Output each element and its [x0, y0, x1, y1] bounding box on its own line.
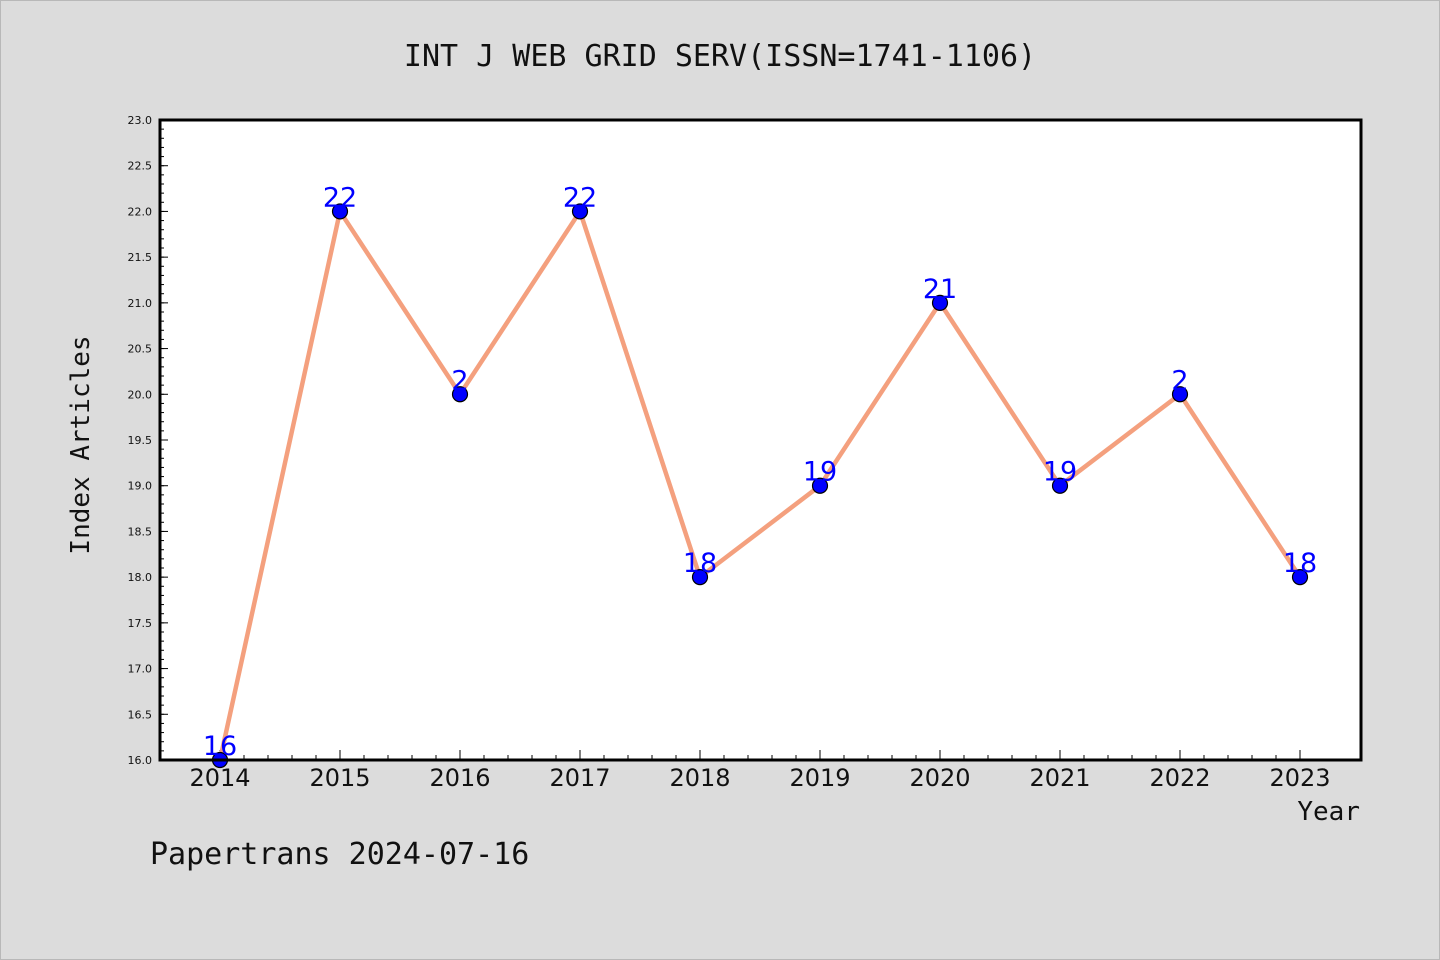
data-point: [1051, 477, 1069, 494]
data-label: 19: [803, 457, 837, 488]
data-label: 18: [1283, 548, 1317, 579]
y-axis-label: Index Articles: [66, 335, 96, 554]
y-tick-label: 21.0: [128, 297, 153, 310]
x-tick-label: 2018: [669, 764, 730, 792]
data-point: [571, 203, 589, 220]
y-tick-label: 20.5: [128, 343, 153, 356]
y-tick-label: 19.5: [128, 434, 153, 447]
y-tick-label: 16.0: [128, 754, 153, 767]
data-point: [691, 569, 709, 586]
plot-area: [160, 120, 1361, 760]
y-tick-label: 17.5: [128, 617, 153, 630]
y-tick-label: 19.0: [128, 480, 153, 493]
x-tick-label: 2020: [909, 764, 970, 792]
data-point: [811, 477, 829, 494]
x-tick-label: 2023: [1269, 764, 1330, 792]
data-label: 19: [1043, 457, 1077, 488]
y-tick-label: 18.5: [128, 525, 153, 538]
chart-title: INT J WEB GRID SERV(ISSN=1741-1106): [404, 39, 1036, 74]
y-tick-label: 22.5: [128, 160, 153, 173]
axis-ticks: 16.0 16.5 17.0 17.5 18.0 18.5 19.0 19.5 20.0 20.5…: [128, 114, 1331, 792]
data-label: 22: [563, 182, 597, 213]
data-point: [1291, 569, 1309, 586]
x-tick-label: 2016: [429, 764, 490, 792]
y-tick-label: 16.5: [128, 708, 153, 721]
data-label: 16: [203, 731, 237, 762]
y-tick-label: 22.0: [128, 205, 153, 218]
data-point: [451, 386, 469, 403]
x-tick-label: 2017: [549, 764, 610, 792]
y-tick-label: 21.5: [128, 251, 153, 264]
data-label: 22: [323, 182, 357, 213]
data-point: [1171, 386, 1189, 403]
data-point: [931, 294, 949, 311]
data-label: 21: [923, 274, 957, 305]
x-tick-label: 2021: [1029, 764, 1090, 792]
y-tick-label: 17.0: [128, 663, 153, 676]
x-tick-label: 2022: [1149, 764, 1210, 792]
x-tick-label: 2019: [789, 764, 850, 792]
series-line-layer: [217, 209, 1302, 761]
x-tick-label: 2015: [309, 764, 370, 792]
data-label: 2: [1171, 365, 1188, 396]
y-tick-label: 18.0: [128, 571, 153, 584]
plot-border: [158, 118, 1363, 762]
data-label: 18: [683, 548, 717, 579]
y-tick-label: 23.0: [128, 114, 153, 127]
x-axis-label: Year: [1297, 797, 1360, 827]
series-line: [217, 209, 1302, 761]
x-tick-label: 2014: [189, 764, 250, 792]
data-points: [211, 203, 1309, 769]
data-point: [331, 203, 349, 220]
footer-text: Papertrans 2024-07-16: [150, 837, 529, 872]
data-label: 2: [451, 365, 468, 396]
y-tick-label: 20.0: [128, 388, 153, 401]
